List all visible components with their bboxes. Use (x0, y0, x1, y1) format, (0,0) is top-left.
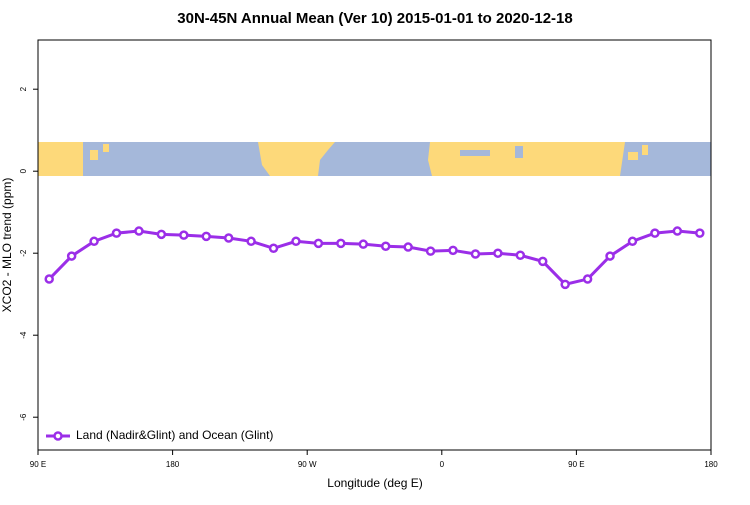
data-point (403, 242, 413, 252)
y-tick-label: -4 (19, 331, 28, 339)
y-tick-label: -6 (19, 413, 28, 421)
data-point (111, 228, 122, 238)
data-point (134, 226, 144, 236)
data-point (358, 239, 369, 249)
data-point (627, 236, 638, 247)
x-tick-label: 0 (440, 460, 445, 469)
data-point (380, 241, 391, 251)
x-tick-label: 180 (704, 460, 718, 469)
x-tick-label: 90 E (30, 460, 46, 469)
chart-title: 30N-45N Annual Mean (Ver 10) 2015-01-01 … (177, 10, 572, 27)
data-point (695, 228, 705, 238)
y-axis-label: XCO2 - MLO trend (ppm) (0, 178, 14, 313)
data-point (560, 279, 570, 290)
x-tick-label: 90 E (568, 460, 584, 469)
plot-frame (37, 39, 712, 451)
data-point (201, 231, 211, 242)
data-point (515, 250, 526, 260)
y-tick-label: 0 (19, 168, 28, 173)
y-tick-label: -2 (19, 249, 28, 257)
x-tick-label: 180 (166, 460, 180, 469)
data-point (448, 245, 458, 256)
data-point (425, 246, 436, 256)
data-point (179, 230, 189, 240)
data-point (268, 243, 279, 254)
data-point (538, 256, 548, 267)
data-point (605, 251, 615, 261)
data-point (156, 229, 167, 240)
data-point (470, 249, 481, 259)
series-line (48, 229, 700, 287)
data-point (246, 236, 256, 247)
x-axis-label: Longitude (deg E) (327, 476, 422, 490)
data-point (291, 236, 301, 247)
data-point (44, 274, 54, 284)
data-point (672, 226, 683, 236)
map-band (38, 142, 711, 176)
y-tick-label: 2 (19, 86, 28, 91)
data-point (313, 238, 324, 249)
data-point (223, 233, 234, 243)
data-point (89, 236, 99, 247)
legend-label: Land (Nadir&Glint) and Ocean (Glint) (76, 428, 273, 442)
data-point (66, 251, 77, 261)
data-point (336, 238, 346, 249)
x-tick-label: 90 W (298, 460, 317, 469)
legend-marker (53, 431, 63, 441)
data-point (582, 274, 593, 284)
data-point (493, 248, 503, 258)
data-point (650, 228, 660, 238)
